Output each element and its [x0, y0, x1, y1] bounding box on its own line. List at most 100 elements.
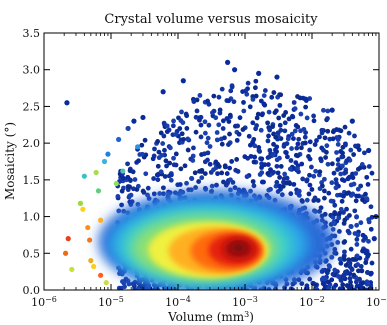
- scatter-point: [156, 149, 162, 155]
- scatter-point: [259, 170, 265, 176]
- data-point: [95, 188, 102, 194]
- data-point: [366, 147, 372, 154]
- scatter-point: [364, 287, 369, 290]
- scatter-point: [363, 191, 368, 197]
- scatter-point: [307, 139, 313, 145]
- scatter-point: [347, 263, 353, 269]
- scatter-point: [193, 129, 199, 135]
- scatter-point: [181, 137, 186, 142]
- scatter-point: [338, 206, 344, 212]
- scatter-point: [127, 193, 132, 199]
- scatter-point: [191, 145, 196, 151]
- scatter-point: [322, 188, 327, 194]
- scatter-point: [317, 209, 323, 214]
- scatter-point: [303, 286, 309, 290]
- scatter-point: [321, 107, 326, 113]
- scatter-point: [287, 181, 293, 187]
- scatter-point: [219, 141, 225, 147]
- scatter-point: [274, 179, 280, 185]
- scatter-point: [161, 133, 167, 139]
- scatter-point: [282, 128, 288, 134]
- scatter-point: [217, 110, 223, 116]
- scatter-point: [226, 142, 231, 147]
- scatter-point: [352, 287, 357, 290]
- scatter-point: [311, 113, 316, 119]
- scatter-point: [342, 217, 348, 223]
- scatter-point: [190, 158, 196, 163]
- scatter-point: [312, 142, 318, 147]
- scatter-point: [282, 171, 288, 177]
- scatter-point: [338, 128, 344, 134]
- x-tick-label: 10−4: [165, 295, 191, 310]
- scatter-point: [231, 99, 237, 105]
- scatter-point: [284, 141, 290, 146]
- scatter-point: [209, 183, 215, 189]
- scatter-point: [355, 186, 361, 192]
- scatter-point: [347, 174, 353, 180]
- scatter-point: [366, 164, 372, 169]
- scatter-point: [343, 270, 349, 276]
- scatter-point: [314, 287, 320, 290]
- scatter-point: [145, 192, 150, 198]
- x-tick-label: 10−3: [232, 295, 258, 310]
- scatter-point: [332, 211, 337, 217]
- scatter-point: [234, 157, 240, 162]
- scatter-point: [347, 213, 352, 218]
- scatter-point: [178, 166, 184, 172]
- scatter-point: [273, 134, 279, 140]
- scatter-point: [189, 176, 194, 181]
- scatter-point: [183, 111, 189, 117]
- scatter-point: [307, 182, 313, 188]
- density-band: [230, 241, 247, 254]
- scatter-point: [164, 163, 169, 169]
- scatter-point: [369, 170, 375, 176]
- scatter-point: [265, 171, 271, 176]
- scatter-point: [365, 181, 371, 187]
- scatter-point: [322, 195, 327, 201]
- scatter-point: [355, 232, 361, 238]
- scatter-point: [331, 170, 337, 176]
- scatter-point: [127, 184, 132, 190]
- scatter-point: [169, 172, 174, 178]
- scatter-point: [247, 142, 253, 148]
- scatter-point: [321, 287, 327, 290]
- scatter-point: [295, 141, 301, 147]
- x-tick-label: 10−6: [31, 295, 57, 310]
- scatter-point: [335, 273, 341, 279]
- scatter-point: [197, 117, 202, 123]
- scatter-point: [119, 188, 125, 194]
- scatter-point: [277, 102, 283, 108]
- scatter-point: [266, 109, 272, 115]
- scatter-point: [193, 114, 199, 120]
- data-point: [125, 125, 131, 132]
- scatter-point: [354, 193, 359, 199]
- scatter-point: [359, 268, 365, 274]
- scatter-point: [353, 279, 359, 285]
- scatter-point: [162, 147, 167, 153]
- scatter-point: [214, 137, 220, 143]
- scatter-point: [330, 226, 336, 232]
- scatter-point: [132, 177, 138, 182]
- scatter-point: [281, 143, 287, 149]
- scatter-point: [123, 276, 129, 282]
- scatter-point: [359, 161, 365, 167]
- scatter-point: [251, 183, 257, 189]
- scatter-point: [337, 256, 343, 262]
- scatter-point: [285, 136, 291, 142]
- scatter-point: [245, 80, 251, 86]
- scatter-point: [155, 177, 161, 183]
- scatter-point: [171, 162, 177, 168]
- data-point: [98, 217, 104, 223]
- scatter-point: [345, 228, 351, 234]
- data-point: [160, 89, 166, 95]
- plot-frame: [43, 32, 380, 291]
- scatter-point: [220, 118, 226, 124]
- scatter-point: [332, 202, 338, 208]
- scatter-point: [179, 109, 184, 115]
- scatter-point: [167, 145, 173, 151]
- data-point: [105, 151, 111, 157]
- scatter-point: [120, 175, 126, 181]
- scatter-point: [354, 237, 360, 242]
- scatter-point: [161, 120, 167, 126]
- scatter-point: [295, 166, 300, 172]
